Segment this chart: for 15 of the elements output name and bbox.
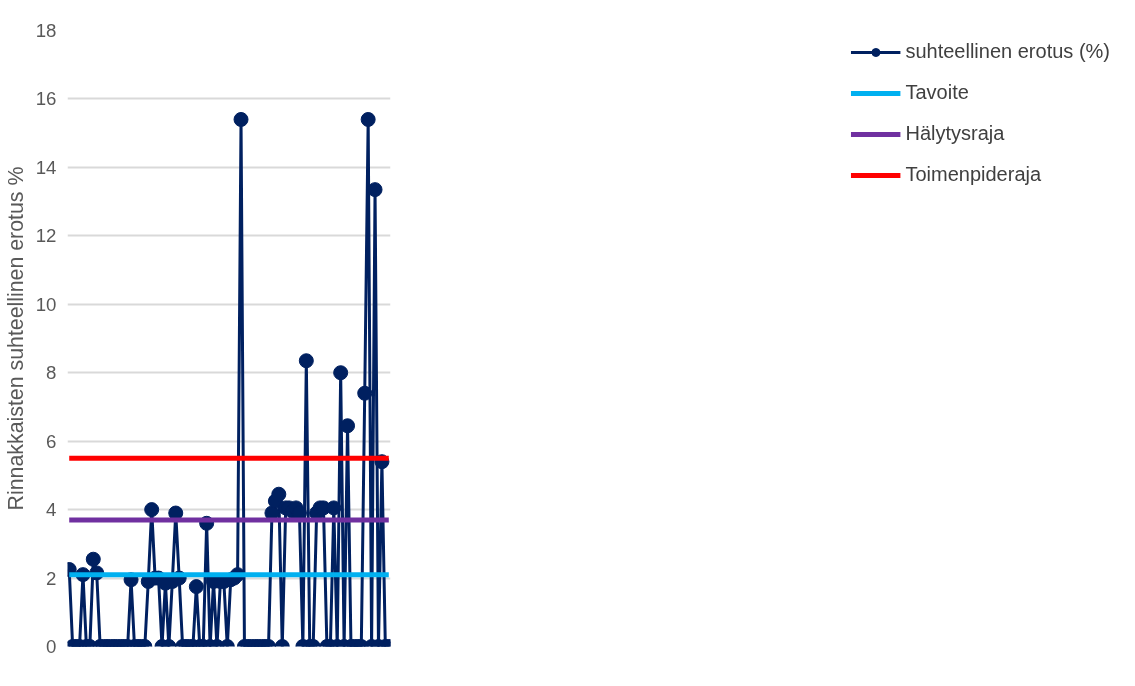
y-tick-label: 8: [46, 362, 57, 384]
y-tick-label: 14: [35, 156, 57, 178]
legend-label: Tavoite: [905, 81, 969, 104]
y-tick-label: 10: [35, 293, 57, 315]
legend-label: Hälytysraja: [905, 122, 1005, 145]
y-tick-label: 0: [46, 636, 57, 657]
y-tick-label: 4: [46, 499, 57, 521]
legend-label: Toimenpideraja: [905, 163, 1042, 186]
y-tick-label: 18: [35, 20, 57, 41]
y-tick-label: 6: [46, 430, 57, 452]
y-tick-label: 2: [46, 567, 57, 589]
legend-label: suhteellinen erotus (%): [905, 40, 1110, 63]
y-tick-label: 12: [35, 225, 57, 247]
y-axis-title: Rinnakkaisten suhteellinen erotus %: [3, 166, 28, 511]
y-tick-label: 16: [35, 88, 57, 110]
